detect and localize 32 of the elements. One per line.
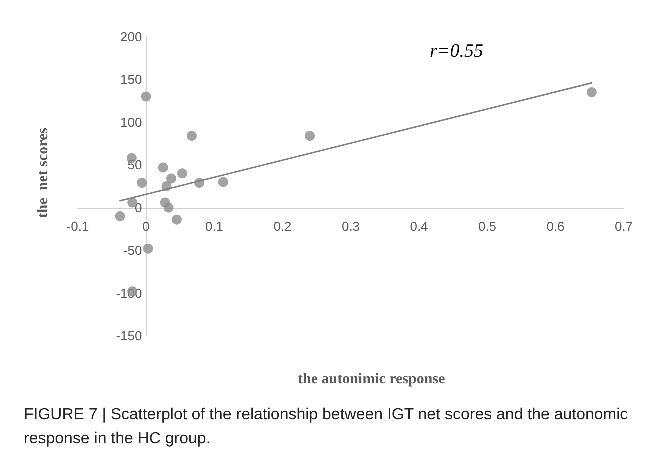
y-tick-label: -50: [123, 243, 142, 258]
point: [158, 162, 168, 173]
x-tick-label: 0.7: [614, 218, 634, 234]
point: [177, 168, 188, 179]
y-tick-label: 100: [120, 114, 142, 130]
annotation: r=0.55: [430, 41, 484, 62]
caption: FIGURE 7 | Scatterplot of the relationship between IGT net scores and the autonomic response in the HC group.: [24, 406, 633, 448]
y-tick-label: 0: [135, 200, 142, 216]
y-axis-title: the net scores: [36, 128, 52, 218]
y-tick-label: 150: [120, 72, 142, 88]
point: [143, 244, 154, 254]
point: [137, 178, 148, 188]
point: [172, 214, 182, 225]
x-tick-label: 0.6: [546, 218, 565, 234]
x-tick-label: 0.2: [274, 218, 292, 234]
x-tick-label: -0.1: [66, 218, 90, 234]
x-tick-label: 0.1: [205, 218, 224, 234]
x-tick-label: 0.3: [342, 218, 360, 234]
point: [141, 92, 152, 102]
y-tick-label: 50: [128, 158, 142, 173]
point: [586, 88, 597, 98]
point: [115, 211, 126, 222]
y-tick-label: -150: [116, 328, 142, 344]
point: [218, 177, 228, 188]
x-tick-label: 0.4: [410, 218, 428, 234]
y-tick-label: 200: [120, 30, 142, 44]
point: [186, 131, 197, 142]
point: [305, 131, 316, 142]
x-tick-label: 0.5: [478, 218, 497, 234]
point: [166, 174, 177, 184]
point: [164, 202, 174, 213]
x-axis-title: the autonimic response: [298, 372, 446, 388]
